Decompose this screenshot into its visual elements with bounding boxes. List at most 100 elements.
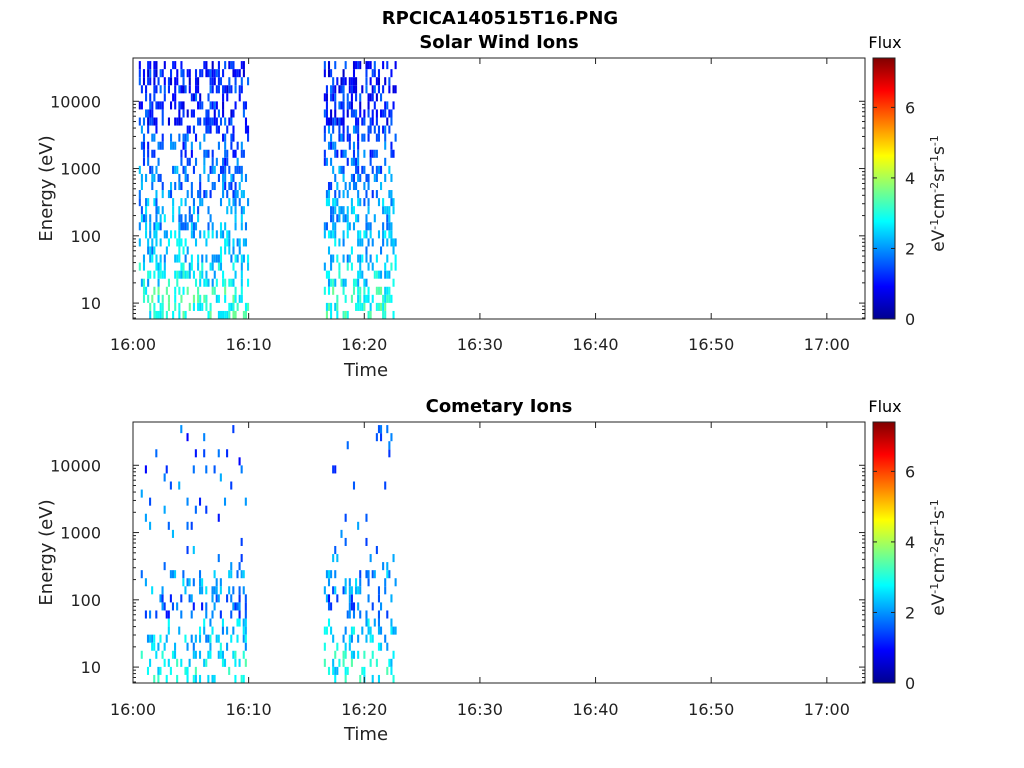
flux-cell [327, 246, 331, 255]
flux-cell [184, 238, 187, 247]
y-axis-label: Energy (eV) [36, 499, 57, 605]
flux-cell [190, 222, 193, 231]
flux-cell [182, 270, 185, 279]
flux-cell [180, 270, 183, 279]
flux-cell [174, 302, 177, 311]
flux-cell [198, 650, 202, 659]
flux-cell [240, 149, 243, 158]
flux-cell [147, 77, 150, 86]
flux-cell [151, 173, 154, 182]
flux-cell [386, 425, 389, 434]
flux-cell [232, 125, 235, 134]
flux-cell [355, 93, 358, 102]
flux-cell [334, 302, 337, 311]
flux-cell [332, 666, 335, 675]
flux-cell [147, 278, 150, 287]
flux-cell [392, 626, 395, 635]
flux-cell [334, 278, 337, 287]
flux-cell [373, 125, 376, 134]
flux-cell [205, 505, 208, 514]
flux-cell [182, 262, 185, 271]
flux-cell [184, 133, 187, 142]
flux-cell [232, 61, 235, 70]
flux-cell [371, 149, 374, 158]
flux-cell [186, 642, 189, 651]
flux-cell [242, 586, 245, 595]
flux-cell [388, 77, 391, 86]
flux-cell [213, 602, 216, 611]
flux-cell [155, 190, 158, 199]
flux-cell [174, 85, 177, 94]
flux-cell [240, 286, 243, 295]
flux-cell [377, 125, 381, 134]
flux-cell [392, 198, 395, 207]
flux-cell [228, 238, 231, 247]
flux-cell [236, 157, 239, 166]
panel-title: Cometary Ions [426, 396, 573, 417]
flux-cell [186, 433, 189, 442]
flux-cell [336, 117, 339, 126]
flux-cell [330, 141, 333, 150]
flux-cell [386, 610, 389, 619]
flux-cell [352, 109, 356, 118]
flux-cell [363, 198, 366, 207]
flux-cell [384, 77, 387, 86]
flux-cell [234, 69, 237, 78]
flux-cell [213, 674, 216, 683]
flux-cell [388, 230, 391, 239]
flux-cell [365, 513, 368, 522]
flux-cell [138, 165, 141, 174]
flux-cell [190, 214, 193, 223]
flux-cell [145, 173, 148, 182]
flux-cell [357, 278, 360, 287]
flux-cell [199, 181, 202, 191]
flux-cell [236, 618, 239, 627]
flux-cell [357, 125, 360, 134]
flux-cell [234, 658, 237, 667]
flux-cell [222, 190, 225, 199]
flux-cell [244, 634, 247, 643]
flux-cell [365, 190, 368, 199]
flux-cell [327, 125, 331, 134]
flux-cell [203, 626, 206, 635]
flux-cell [346, 214, 349, 223]
flux-cell [350, 77, 353, 86]
flux-cell [170, 101, 173, 110]
flux-cell [357, 117, 360, 126]
flux-cell [198, 497, 202, 506]
flux-cell [367, 206, 370, 215]
flux-cell [192, 545, 195, 555]
flux-cell [390, 238, 393, 247]
flux-cell [373, 85, 376, 94]
flux-cell [167, 302, 170, 311]
flux-cell [219, 642, 222, 651]
flux-cell [327, 61, 331, 70]
flux-cell [174, 101, 177, 110]
flux-cell [157, 666, 160, 675]
x-axis-label: Time [343, 724, 388, 745]
flux-cell [327, 618, 331, 627]
flux-cell [221, 626, 224, 635]
flux-cell [151, 133, 154, 142]
flux-cell [361, 270, 364, 279]
flux-cell [145, 230, 148, 239]
flux-cell [157, 77, 160, 86]
flux-cell [171, 602, 175, 611]
flux-cell [375, 190, 378, 199]
flux-cell [161, 586, 164, 595]
flux-cell [223, 658, 227, 667]
flux-cell [203, 61, 206, 70]
flux-cell [348, 254, 351, 263]
flux-cell [219, 310, 223, 319]
flux-cell [369, 125, 372, 134]
flux-cell [332, 93, 335, 102]
flux-cell [363, 149, 366, 158]
flux-cell [363, 666, 366, 675]
flux-cell [375, 133, 378, 142]
flux-cell [386, 286, 389, 295]
flux-cell [188, 125, 191, 134]
flux-cell [140, 101, 143, 110]
flux-cell [330, 254, 333, 263]
flux-cell [215, 578, 218, 587]
flux-cell [147, 117, 150, 126]
